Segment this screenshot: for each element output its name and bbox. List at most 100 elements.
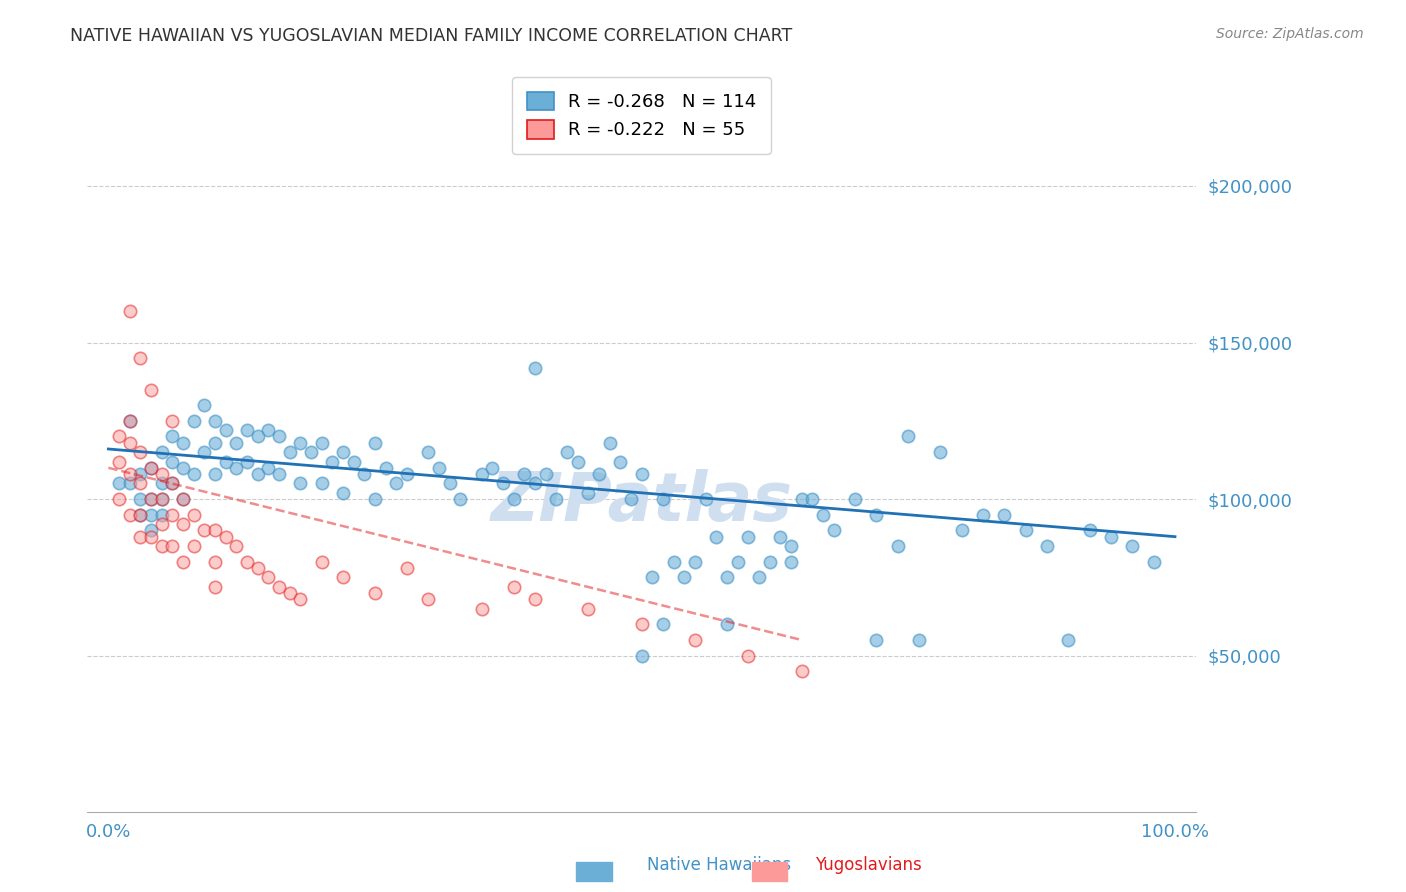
Point <box>1015 524 1038 538</box>
Point <box>118 414 141 428</box>
Point <box>609 454 631 468</box>
Point <box>758 555 780 569</box>
Point <box>129 351 152 366</box>
Point <box>290 592 312 607</box>
Point <box>139 460 162 475</box>
Point <box>662 555 685 569</box>
Point <box>311 435 333 450</box>
Point <box>704 530 727 544</box>
Text: Source: ZipAtlas.com: Source: ZipAtlas.com <box>1216 27 1364 41</box>
Point <box>374 460 396 475</box>
Point <box>193 445 215 459</box>
Point <box>844 492 866 507</box>
Point <box>257 460 280 475</box>
Point <box>683 555 706 569</box>
Point <box>513 467 536 481</box>
Point <box>162 539 184 553</box>
Point <box>502 492 524 507</box>
Point <box>162 414 184 428</box>
Point <box>427 460 450 475</box>
Point <box>811 508 834 522</box>
Legend: R = -0.268   N = 114, R = -0.222   N = 55: R = -0.268 N = 114, R = -0.222 N = 55 <box>512 78 770 154</box>
Point <box>481 460 503 475</box>
Point <box>215 423 238 437</box>
Point <box>1036 539 1059 553</box>
Point <box>576 486 599 500</box>
Point <box>1143 555 1166 569</box>
Point <box>471 601 494 615</box>
Point <box>118 476 141 491</box>
Point <box>332 445 354 459</box>
Point <box>332 486 354 500</box>
Point <box>290 435 312 450</box>
Point <box>215 530 238 544</box>
Point <box>769 530 792 544</box>
Point <box>204 555 226 569</box>
Point <box>139 524 162 538</box>
Text: Native Hawaiians: Native Hawaiians <box>647 856 792 874</box>
Point <box>129 467 152 481</box>
Point <box>183 414 205 428</box>
Point <box>555 445 578 459</box>
Point <box>546 492 568 507</box>
Point <box>673 570 696 584</box>
Point <box>950 524 973 538</box>
Point <box>162 476 184 491</box>
Point <box>780 555 803 569</box>
Point <box>439 476 461 491</box>
Point <box>524 476 547 491</box>
Point <box>193 524 215 538</box>
Point <box>225 460 247 475</box>
Point <box>865 508 887 522</box>
Point <box>129 530 152 544</box>
Point <box>418 592 440 607</box>
Point <box>150 476 173 491</box>
Point <box>630 467 652 481</box>
Text: ZIPatlas: ZIPatlas <box>491 469 793 535</box>
Point <box>108 476 131 491</box>
Point <box>204 435 226 450</box>
Point <box>204 580 226 594</box>
Point <box>534 467 557 481</box>
Point <box>129 476 152 491</box>
Point <box>257 423 280 437</box>
Point <box>321 454 343 468</box>
Point <box>129 508 152 522</box>
Point <box>162 454 184 468</box>
Point <box>183 539 205 553</box>
Point <box>993 508 1015 522</box>
Point <box>172 435 194 450</box>
Point <box>162 476 184 491</box>
Text: NATIVE HAWAIIAN VS YUGOSLAVIAN MEDIAN FAMILY INCOME CORRELATION CHART: NATIVE HAWAIIAN VS YUGOSLAVIAN MEDIAN FA… <box>70 27 793 45</box>
Point <box>588 467 610 481</box>
Point <box>567 454 589 468</box>
Point <box>695 492 717 507</box>
Point <box>215 454 238 468</box>
Point <box>267 429 290 443</box>
Point <box>524 360 547 375</box>
Point <box>576 601 599 615</box>
Point <box>641 570 664 584</box>
Point <box>630 648 652 663</box>
Point <box>267 467 290 481</box>
Point <box>886 539 908 553</box>
Point <box>364 435 387 450</box>
Point <box>278 586 301 600</box>
Point <box>236 555 259 569</box>
Point <box>502 580 524 594</box>
Point <box>225 435 247 450</box>
Point <box>150 492 173 507</box>
Point <box>150 539 173 553</box>
Point <box>278 445 301 459</box>
Point <box>908 632 931 647</box>
Point <box>332 570 354 584</box>
Point <box>236 423 259 437</box>
Point <box>299 445 322 459</box>
Point <box>1057 632 1080 647</box>
Point <box>108 454 131 468</box>
Point <box>150 517 173 532</box>
Point <box>780 539 803 553</box>
Point <box>204 524 226 538</box>
Point <box>683 632 706 647</box>
Point <box>257 570 280 584</box>
